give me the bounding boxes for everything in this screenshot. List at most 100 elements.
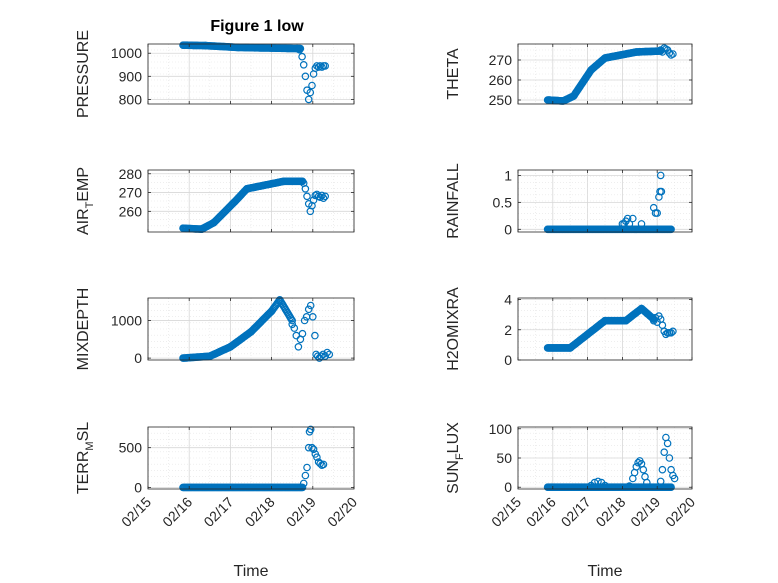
data-point: [319, 460, 328, 469]
data-point: [308, 443, 316, 452]
data-point: [628, 214, 637, 223]
series-markers: [543, 171, 675, 234]
y-axis-label: H2OMIXRA: [445, 287, 462, 371]
y-tick-label: 0.5: [493, 194, 513, 210]
data-point: [634, 458, 642, 467]
x-tick-label: 02/18: [592, 494, 628, 530]
y-tick-label: 1000: [111, 45, 142, 61]
data-point: [296, 44, 305, 53]
data-point: [318, 63, 326, 71]
data-point: [669, 327, 677, 336]
y-tick-label: 1000: [111, 313, 142, 329]
x-tick-label: 02/17: [558, 494, 594, 530]
x-tick-label: 02/19: [283, 494, 319, 530]
axes-box: [517, 297, 693, 361]
data-point: [670, 474, 679, 483]
data-point: [309, 445, 318, 454]
axes-4: 0 0.5 1 RAINFALL: [445, 163, 693, 239]
data-point: [303, 192, 311, 201]
y-axis-label-subscript: F: [454, 453, 466, 460]
data-point: [301, 471, 310, 480]
y-axis-label-part: SUN: [445, 460, 462, 494]
y-tick-label: 270: [489, 52, 513, 68]
axes-box: [517, 169, 693, 233]
axes-box: [147, 43, 355, 105]
y-tick-label: 0: [504, 352, 512, 368]
data-point: [313, 453, 321, 462]
data-point: [325, 350, 334, 359]
y-axis-label: TERRMSL: [75, 422, 96, 494]
x-tick-label: 02/15: [118, 494, 154, 530]
y-tick-label: 280: [119, 166, 143, 182]
y-axis-label-part: RAINFALL: [445, 163, 462, 239]
y-axis-label-part: SL: [75, 422, 92, 442]
data-point: [299, 61, 308, 69]
y-tick-label: 0: [504, 221, 512, 237]
data-point: [323, 348, 332, 357]
data-point: [665, 49, 674, 57]
y-tick-label: 100: [489, 421, 513, 437]
y-axis-label-part: TERR: [75, 451, 92, 495]
y-tick-label: 2: [504, 322, 512, 338]
x-tick-label: 02/18: [242, 494, 278, 530]
data-point: [308, 312, 317, 321]
series-markers: [543, 44, 677, 105]
axes-2: 250 260 270 THETA: [445, 43, 693, 108]
data-point: [656, 171, 665, 180]
y-axis-label: AIRTEMP: [75, 167, 96, 235]
y-tick-label: 500: [119, 440, 143, 456]
y-tick-label: 0: [134, 479, 142, 495]
series-markers: [543, 304, 677, 352]
data-point: [309, 196, 318, 204]
axes-3: 260 270 280 AIRTEMP: [75, 166, 355, 235]
data-point: [304, 95, 313, 104]
data-point: [288, 320, 297, 329]
y-tick-label: 250: [489, 92, 513, 108]
data-point: [316, 62, 325, 70]
data-point: [639, 465, 648, 474]
figure-title: Figure 1 low: [210, 18, 304, 35]
y-tick-label: 900: [119, 68, 143, 84]
series-markers: [179, 296, 334, 362]
data-point: [665, 454, 674, 462]
data-point: [298, 483, 307, 492]
data-point: [308, 81, 316, 90]
y-tick-label: 800: [119, 91, 143, 107]
y-tick-label: 1: [504, 167, 512, 183]
x-axis-label: Time: [588, 563, 623, 580]
axes-box: [147, 169, 355, 233]
y-tick-label: 4: [504, 292, 512, 308]
y-tick-label: 260: [119, 203, 143, 219]
y-tick-label: 270: [119, 185, 143, 201]
y-tick-label: 0: [134, 350, 142, 366]
data-point: [303, 463, 311, 472]
x-tick-label: 02/15: [488, 494, 524, 530]
x-tick-label: 02/17: [200, 494, 236, 530]
data-point: [667, 483, 675, 492]
series-markers: [179, 425, 328, 492]
axes-box: [517, 43, 693, 105]
y-tick-label: 260: [489, 72, 513, 88]
data-point: [287, 315, 296, 323]
y-axis-label-part: AIR: [75, 208, 92, 235]
data-point: [304, 305, 313, 314]
data-point: [294, 342, 303, 351]
y-tick-label: 50: [496, 450, 512, 466]
data-point: [662, 330, 670, 339]
y-axis-label-part: MIXDEPTH: [75, 288, 92, 371]
axes-8: 0 50 100 SUNFLUX 02/1502/1602/1702/1802/1902…: [445, 421, 698, 580]
data-point: [321, 62, 330, 70]
y-axis-label: PRESSURE: [75, 30, 92, 118]
series-markers: [179, 177, 330, 234]
y-axis-label-subscript: T: [84, 201, 96, 208]
y-axis-label-part: THETA: [445, 48, 462, 100]
data-point: [298, 329, 307, 338]
x-tick-label: 02/16: [159, 494, 195, 530]
axes-box: [147, 297, 355, 361]
data-point: [656, 477, 665, 486]
data-point: [306, 88, 315, 97]
x-tick-label: 02/19: [627, 494, 663, 530]
data-point: [660, 448, 669, 457]
data-point: [669, 50, 677, 58]
